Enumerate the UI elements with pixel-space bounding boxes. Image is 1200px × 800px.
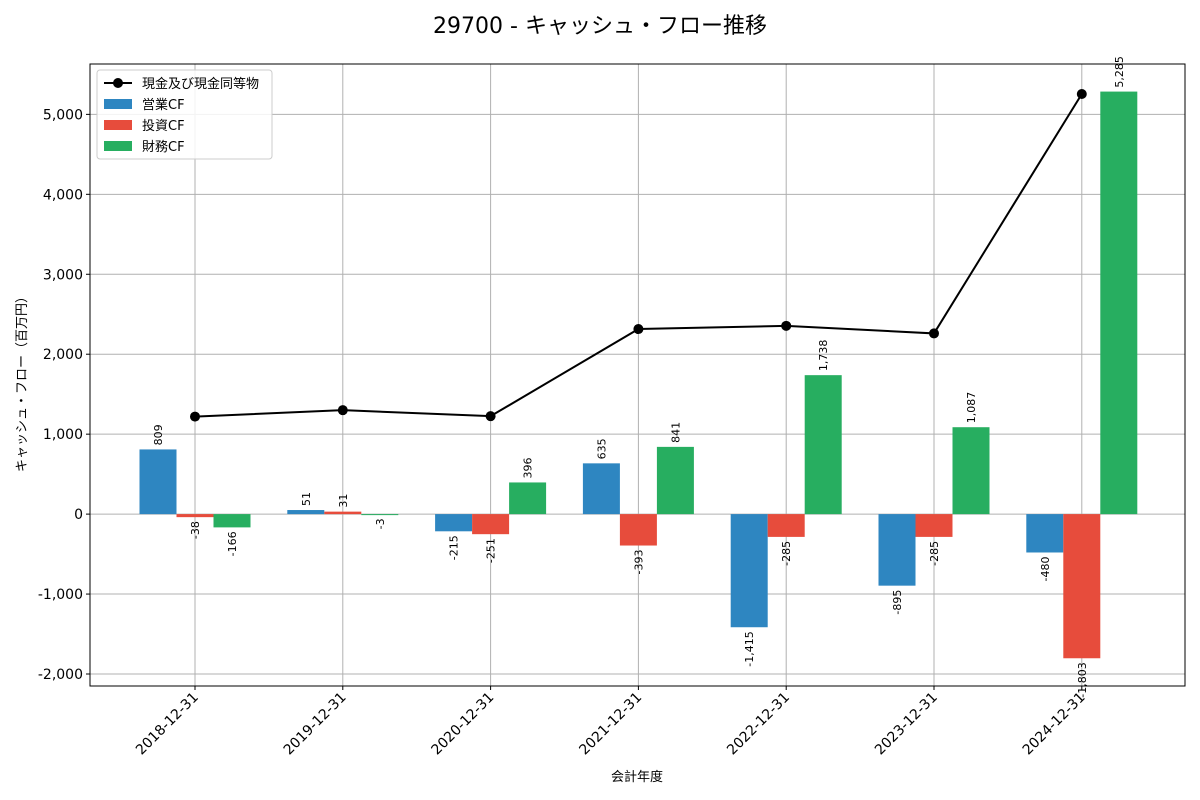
data-label: -393 bbox=[632, 550, 645, 575]
y-tick-label: 1,000 bbox=[43, 427, 83, 443]
legend-box bbox=[96, 69, 273, 160]
bar-営業CF-2021-12-31 bbox=[582, 463, 620, 515]
legend-swatch bbox=[104, 120, 132, 130]
legend-marker bbox=[113, 78, 123, 88]
data-label: -166 bbox=[226, 531, 239, 556]
bar-財務CF-2019-12-31 bbox=[361, 514, 399, 516]
bar-財務CF-2022-12-31 bbox=[804, 375, 842, 515]
legend-label: 営業CF bbox=[142, 97, 185, 113]
data-label: 396 bbox=[522, 457, 535, 478]
bar-投資CF-2019-12-31 bbox=[324, 511, 362, 515]
y-tick-label: 2,000 bbox=[43, 347, 83, 363]
bar-投資CF-2018-12-31 bbox=[176, 514, 214, 518]
legend-swatch bbox=[104, 141, 132, 151]
bar-投資CF-2024-12-31 bbox=[1063, 514, 1101, 659]
data-label: -285 bbox=[780, 541, 793, 566]
y-tick-label: -1,000 bbox=[38, 587, 83, 603]
data-label: -1,803 bbox=[1076, 662, 1089, 697]
data-label: -480 bbox=[1039, 556, 1052, 581]
data-label: -215 bbox=[448, 535, 461, 560]
bar-営業CF-2024-12-31 bbox=[1026, 514, 1064, 553]
chart-title: 29700 - キャッシュ・フロー推移 bbox=[433, 14, 767, 39]
data-label: 809 bbox=[152, 424, 165, 445]
data-label: -38 bbox=[189, 521, 202, 539]
legend-label: 投資CF bbox=[142, 118, 185, 134]
bar-財務CF-2021-12-31 bbox=[656, 446, 694, 515]
bar-layer bbox=[139, 91, 1138, 659]
bar-投資CF-2022-12-31 bbox=[767, 514, 805, 537]
y-tick-label: 3,000 bbox=[43, 267, 83, 283]
bar-投資CF-2023-12-31 bbox=[915, 514, 953, 537]
legend-label: 財務CF bbox=[142, 140, 185, 155]
data-label: -251 bbox=[485, 538, 498, 563]
cash-point bbox=[929, 328, 939, 339]
bar-営業CF-2019-12-31 bbox=[287, 510, 325, 515]
cash-point bbox=[633, 324, 644, 335]
bar-財務CF-2020-12-31 bbox=[509, 482, 547, 515]
data-label: 31 bbox=[337, 494, 350, 508]
label-layer: 809 51 -215 635 -1,415 -895 -480 -38 31 -251 -393 -… bbox=[152, 56, 1126, 698]
bar-営業CF-2023-12-31 bbox=[878, 514, 916, 586]
y-tick-label: 5,000 bbox=[43, 107, 83, 123]
y-tick-label: 0 bbox=[74, 507, 83, 523]
bar-投資CF-2020-12-31 bbox=[472, 514, 510, 535]
cash-point bbox=[485, 411, 496, 422]
y-axis-label: キャッシュ・フロー（百万円） bbox=[15, 290, 30, 472]
bar-財務CF-2023-12-31 bbox=[952, 427, 990, 515]
data-label: 1,738 bbox=[817, 340, 830, 372]
bar-財務CF-2024-12-31 bbox=[1100, 91, 1138, 515]
data-label: 51 bbox=[300, 492, 313, 506]
y-tick-label: -2,000 bbox=[38, 667, 83, 683]
legend-swatch bbox=[104, 99, 132, 109]
bar-投資CF-2021-12-31 bbox=[619, 514, 657, 546]
data-label: -285 bbox=[928, 541, 941, 566]
plot-frame bbox=[89, 63, 1186, 687]
cash-point bbox=[1076, 88, 1087, 99]
data-label: -895 bbox=[891, 590, 904, 615]
bar-営業CF-2022-12-31 bbox=[730, 514, 768, 628]
data-label: 1,087 bbox=[965, 392, 978, 424]
bar-財務CF-2018-12-31 bbox=[213, 514, 251, 528]
data-label: 5,285 bbox=[1113, 56, 1126, 88]
y-tick-label: 4,000 bbox=[43, 187, 83, 203]
legend-label: 現金及び現金同等物 bbox=[142, 76, 259, 92]
cash-point bbox=[337, 405, 348, 416]
data-label: 841 bbox=[669, 422, 682, 443]
cash-point bbox=[190, 411, 200, 422]
cash-point bbox=[781, 320, 792, 331]
data-label: 635 bbox=[595, 438, 608, 459]
bar-営業CF-2020-12-31 bbox=[435, 514, 473, 532]
bar-営業CF-2018-12-31 bbox=[139, 449, 177, 515]
line-layer bbox=[190, 88, 1087, 422]
data-label: -1,415 bbox=[743, 631, 756, 666]
x-axis-label: 会計年度 bbox=[611, 769, 663, 785]
data-label: -3 bbox=[374, 518, 387, 529]
